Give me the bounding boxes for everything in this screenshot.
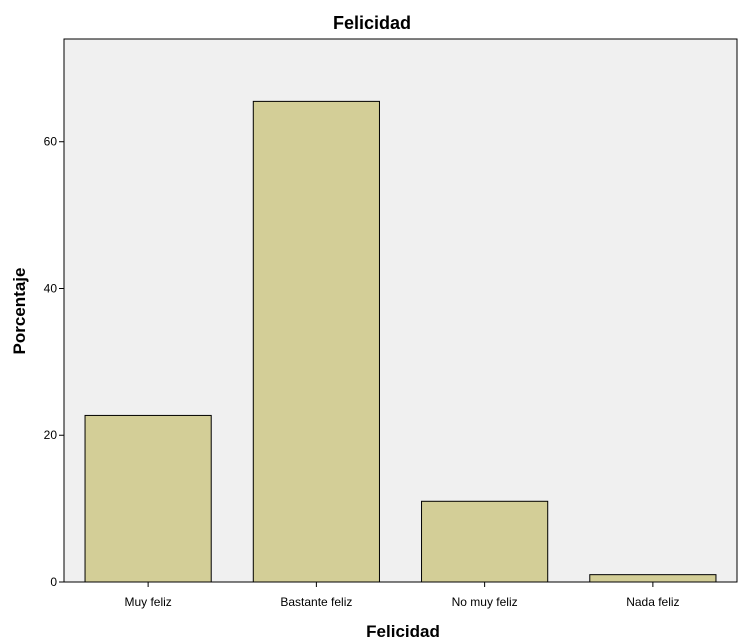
x-tick-label: No muy feliz bbox=[452, 595, 518, 609]
bar-bastante-feliz bbox=[252, 100, 380, 583]
x-axis-label: Felicidad bbox=[366, 622, 440, 641]
y-tick-label: 40 bbox=[44, 281, 58, 295]
bar-no-muy-feliz bbox=[421, 500, 549, 583]
y-ticks-group: 0 20 40 60 bbox=[44, 135, 64, 589]
x-tick-label: Muy feliz bbox=[124, 595, 171, 609]
bar-nada-feliz bbox=[589, 574, 717, 583]
bars-group bbox=[84, 100, 717, 583]
x-ticks-group: Muy feliz Bastante feliz No muy feliz Nada … bbox=[124, 582, 680, 609]
x-tick-label: Nada feliz bbox=[626, 595, 679, 609]
bar-muy-feliz bbox=[84, 414, 212, 583]
y-tick-label: 20 bbox=[44, 428, 58, 442]
y-axis-label: Porcentaje bbox=[10, 268, 29, 355]
chart-title: Felicidad bbox=[333, 13, 411, 33]
x-tick-label: Bastante feliz bbox=[280, 595, 352, 609]
y-tick-label: 60 bbox=[44, 135, 58, 149]
y-tick-label: 0 bbox=[50, 575, 57, 589]
